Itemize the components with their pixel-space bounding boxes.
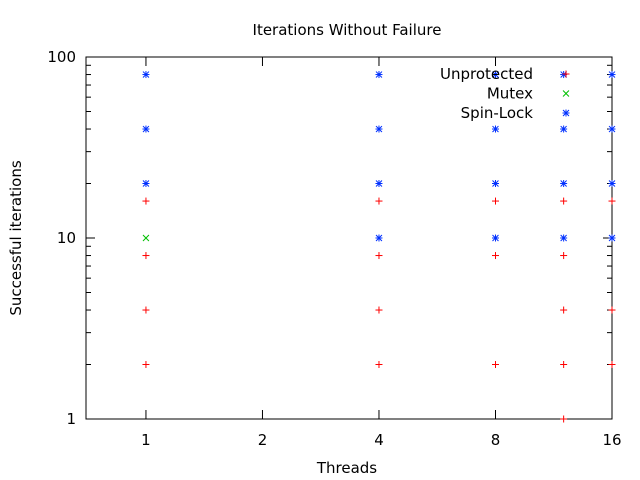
point-spin-lock [142,180,150,188]
point-unprotected [560,361,568,369]
point-unprotected [560,197,568,205]
point-spin-lock [608,125,616,133]
chart-title: Iterations Without Failure [253,21,442,39]
x-tick-label: 2 [258,431,268,449]
x-tick-label: 16 [602,431,621,449]
y-tick-label: 1 [66,410,76,428]
y-axis-label: Successful iterations [7,160,25,315]
point-unprotected [560,306,568,314]
point-spin-lock [142,125,150,133]
point-unprotected [142,361,150,369]
point-unprotected [142,197,150,205]
point-unprotected [560,415,568,423]
point-unprotected [608,306,616,314]
legend-marker-spin-lock [562,109,570,117]
point-spin-lock [608,234,616,242]
x-tick-label: 8 [491,431,501,449]
point-unprotected [142,306,150,314]
point-spin-lock [608,180,616,188]
point-spin-lock [491,71,499,79]
y-tick-label: 100 [47,48,76,66]
legend-label-mutex: Mutex [487,85,533,103]
point-unprotected [560,252,568,260]
legend-label-unprotected: Unprotected [440,65,533,83]
point-spin-lock [491,180,499,188]
point-spin-lock [375,125,383,133]
point-spin-lock [375,180,383,188]
point-spin-lock [375,71,383,79]
plot-frame [85,56,613,420]
point-mutex [142,234,150,242]
point-spin-lock [560,125,568,133]
point-spin-lock [560,180,568,188]
point-spin-lock [142,71,150,79]
legend-marker-unprotected [562,70,570,78]
point-spin-lock [608,71,616,79]
point-spin-lock [375,234,383,242]
axis-ticks: 1 2 4 8 16 1 10 100 [47,48,621,449]
y-tick-label: 10 [57,229,76,247]
point-unprotected [491,252,499,260]
point-spin-lock [491,125,499,133]
legend-label-spin-lock: Spin-Lock [461,104,534,122]
point-unprotected [375,197,383,205]
x-tick-label: 1 [141,431,151,449]
point-spin-lock [560,234,568,242]
point-unprotected [491,197,499,205]
point-spin-lock [491,234,499,242]
point-unprotected [375,361,383,369]
legend-marker-mutex [562,90,570,97]
point-unprotected [375,306,383,314]
data-points [142,71,616,423]
point-unprotected [608,361,616,369]
point-unprotected [375,252,383,260]
x-tick-label: 4 [374,431,384,449]
x-axis-label: Threads [316,459,377,477]
point-unprotected [142,252,150,260]
point-unprotected [608,197,616,205]
point-unprotected [491,361,499,369]
